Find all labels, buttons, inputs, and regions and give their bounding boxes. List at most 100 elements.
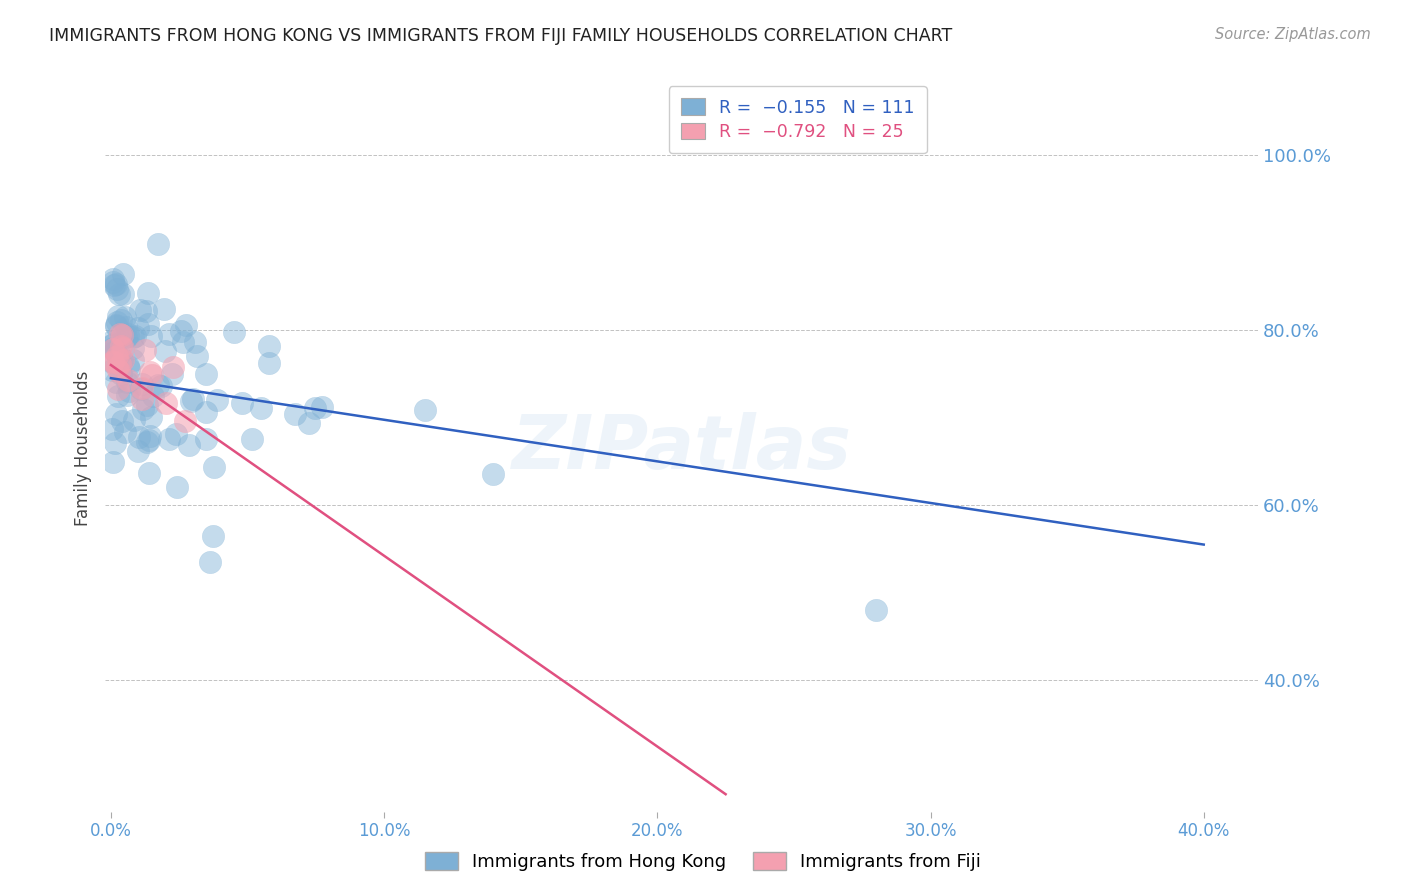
Point bbox=[194, 368, 217, 382]
Point bbox=[127, 321, 149, 335]
Point bbox=[122, 353, 145, 368]
Point bbox=[101, 355, 124, 369]
Point bbox=[101, 342, 124, 356]
Point bbox=[138, 467, 160, 481]
Point bbox=[110, 313, 132, 327]
Point bbox=[107, 310, 129, 324]
Point bbox=[114, 330, 136, 344]
Point bbox=[482, 467, 505, 482]
Point bbox=[176, 318, 198, 333]
Point bbox=[186, 350, 208, 364]
Point bbox=[138, 433, 160, 447]
Point bbox=[104, 343, 127, 358]
Point bbox=[104, 375, 127, 389]
Point bbox=[146, 378, 169, 392]
Point bbox=[105, 315, 128, 329]
Text: IMMIGRANTS FROM HONG KONG VS IMMIGRANTS FROM FIJI FAMILY HOUSEHOLDS CORRELATION : IMMIGRANTS FROM HONG KONG VS IMMIGRANTS … bbox=[49, 27, 952, 45]
Point bbox=[131, 392, 153, 406]
Point bbox=[136, 285, 159, 300]
Point bbox=[641, 835, 664, 849]
Point bbox=[149, 379, 172, 393]
Point bbox=[122, 413, 145, 427]
Point bbox=[131, 376, 153, 391]
Point bbox=[115, 375, 138, 389]
Point bbox=[128, 430, 150, 444]
Point bbox=[108, 364, 131, 378]
Point bbox=[105, 349, 128, 363]
Point bbox=[153, 343, 176, 358]
Point bbox=[105, 282, 128, 296]
Point bbox=[108, 326, 131, 341]
Point bbox=[157, 432, 180, 446]
Point bbox=[110, 338, 132, 352]
Point bbox=[139, 329, 162, 343]
Point bbox=[114, 319, 136, 334]
Point bbox=[129, 382, 152, 396]
Point bbox=[174, 414, 197, 428]
Point bbox=[105, 360, 128, 375]
Point bbox=[135, 398, 157, 412]
Point bbox=[112, 353, 135, 368]
Point bbox=[101, 337, 124, 351]
Text: Source: ZipAtlas.com: Source: ZipAtlas.com bbox=[1215, 27, 1371, 42]
Point bbox=[139, 410, 162, 425]
Point bbox=[231, 395, 253, 409]
Point bbox=[195, 404, 218, 418]
Point bbox=[198, 555, 221, 569]
Point bbox=[101, 334, 124, 348]
Point bbox=[101, 455, 124, 469]
Point bbox=[101, 271, 124, 285]
Point bbox=[162, 360, 184, 375]
Point bbox=[257, 339, 280, 353]
Point bbox=[112, 267, 135, 281]
Point bbox=[117, 362, 139, 376]
Text: ZIPatlas: ZIPatlas bbox=[512, 412, 852, 484]
Legend: Immigrants from Hong Kong, Immigrants from Fiji: Immigrants from Hong Kong, Immigrants fr… bbox=[418, 846, 988, 879]
Point bbox=[136, 434, 159, 449]
Point bbox=[101, 353, 124, 368]
Point bbox=[169, 324, 191, 338]
Point bbox=[105, 319, 128, 334]
Point bbox=[166, 480, 188, 494]
Point bbox=[111, 286, 134, 301]
Point bbox=[122, 330, 145, 344]
Point bbox=[311, 401, 333, 415]
Point bbox=[132, 402, 155, 417]
Point bbox=[127, 444, 149, 458]
Point bbox=[157, 327, 180, 342]
Point bbox=[108, 358, 131, 372]
Point bbox=[202, 459, 225, 474]
Point bbox=[110, 367, 132, 381]
Point bbox=[114, 425, 136, 440]
Point bbox=[139, 365, 162, 379]
Point bbox=[298, 416, 321, 430]
Point bbox=[135, 304, 157, 318]
Point bbox=[101, 363, 124, 377]
Legend: R =  −0.155   N = 111, R =  −0.792   N = 25: R = −0.155 N = 111, R = −0.792 N = 25 bbox=[669, 87, 927, 153]
Point bbox=[257, 356, 280, 370]
Point bbox=[104, 408, 127, 422]
Point bbox=[134, 343, 156, 357]
Point bbox=[111, 328, 134, 343]
Point bbox=[124, 328, 146, 343]
Point bbox=[107, 286, 129, 301]
Point bbox=[117, 373, 139, 387]
Point bbox=[128, 303, 150, 318]
Point bbox=[111, 414, 134, 428]
Point bbox=[114, 310, 136, 324]
Point bbox=[136, 318, 159, 332]
Point bbox=[865, 603, 887, 617]
Point bbox=[284, 407, 307, 421]
Point bbox=[224, 326, 246, 340]
Point bbox=[165, 427, 187, 442]
Point bbox=[104, 436, 127, 450]
Point bbox=[195, 432, 218, 446]
Point bbox=[117, 329, 139, 343]
Point bbox=[160, 367, 183, 381]
Point bbox=[688, 857, 710, 871]
Y-axis label: Family Households: Family Households bbox=[75, 370, 93, 526]
Point bbox=[172, 335, 194, 350]
Point bbox=[111, 341, 134, 355]
Point bbox=[108, 347, 131, 361]
Point bbox=[153, 302, 176, 317]
